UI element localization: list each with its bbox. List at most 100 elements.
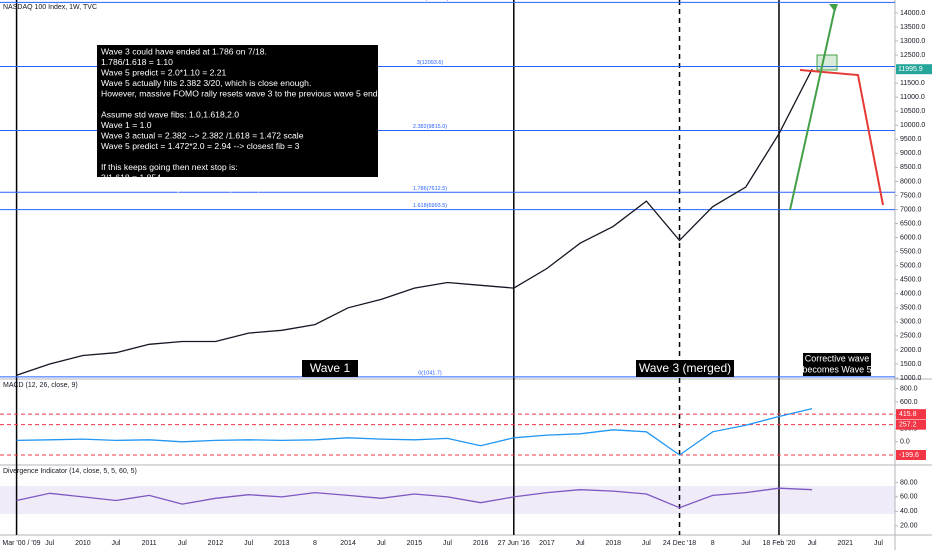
note-line: Wave 5 actually hits 2.382 3/20, which i…	[101, 78, 311, 88]
note-box	[97, 45, 378, 177]
x-tick-label: Jul	[244, 540, 253, 547]
pane-title: MACD (12, 26, close, 9)	[3, 382, 78, 389]
projection-arrow	[789, 7, 836, 211]
y-tick-label: 5000.0	[900, 263, 922, 270]
y-tick-label: 6500.0	[900, 220, 922, 227]
x-tick-label: Jul	[112, 540, 121, 547]
x-tick-label: Jul	[808, 540, 817, 547]
x-tick-label: 27 Mar '00 / '09	[0, 540, 41, 547]
x-tick-label: 2021	[837, 540, 853, 547]
fib-label: 2.382(9815.0)	[413, 124, 447, 130]
y-tick-label: 1000.0	[900, 375, 922, 382]
y-tick-label: 600.0	[900, 399, 918, 406]
y-tick-label: 10500.0	[900, 108, 925, 115]
y-tick-label: 2500.0	[900, 333, 922, 340]
note-line: 1.786/1.618 = 1.10	[101, 57, 173, 67]
note-line: Wave 3 actual = 2.382 --> 2.382 /1.618 =…	[101, 130, 304, 140]
arrow-head	[829, 4, 838, 12]
series-line	[16, 407, 813, 456]
note-line: Wave 5 predict = 1.472*2.0 = 2.94 --> cl…	[101, 141, 300, 151]
fib-label: 3(12093.6)	[417, 60, 444, 66]
pane-title: Divergence Indicator (14, close, 5, 5, 6…	[3, 468, 137, 475]
y-tick-label: 1500.0	[900, 361, 922, 368]
fib-label: 0(1041.7)	[418, 370, 442, 376]
y-tick-label: 800.0	[900, 385, 918, 392]
fib-label: 1.618(14374.3)	[411, 0, 448, 2]
tag-label: 415.8	[899, 411, 917, 418]
x-tick-label: 2016	[473, 540, 489, 547]
y-tick-label: 20.00	[900, 523, 918, 530]
y-tick-label: 4000.0	[900, 291, 922, 298]
x-tick-label: Jul	[874, 540, 883, 547]
y-tick-label: 9500.0	[900, 136, 922, 143]
header: NASDAQ 100 Index, 1W, TVC	[3, 4, 97, 11]
y-tick-label: 14000.0	[900, 10, 925, 17]
y-tick-label: 3500.0	[900, 305, 922, 312]
y-tick-label: 8000.0	[900, 178, 922, 185]
note-line: If this keeps going then next stop is:	[101, 162, 238, 172]
y-tick-label: 4500.0	[900, 277, 922, 284]
note-line: However, massive FOMO rally resets wave …	[101, 88, 380, 98]
y-tick-label: 8500.0	[900, 164, 922, 171]
fib-label: 1.786(7612.5)	[413, 186, 447, 192]
y-tick-label: 7000.0	[900, 206, 922, 213]
tag-box	[896, 450, 926, 461]
y-tick-label: 13500.0	[900, 24, 925, 31]
target-box	[816, 54, 838, 71]
label-box	[803, 353, 871, 376]
y-tick-label: 7500.0	[900, 192, 922, 199]
x-tick-label: Jul	[741, 540, 750, 547]
x-tick-label: 2014	[340, 540, 356, 547]
x-tick-label: 2012	[208, 540, 224, 547]
tag-box	[896, 419, 926, 430]
y-tick-label: 6000.0	[900, 234, 922, 241]
note: Wave 3 could have ended at 1.786 on 7/18…	[101, 46, 380, 193]
y-tick-label: 9000.0	[900, 150, 922, 157]
note-line: Wave 3 could have ended at 1.786 on 7/18…	[101, 46, 267, 56]
x-tick-label: Jul	[178, 540, 187, 547]
wave-label: Corrective wave	[805, 353, 870, 363]
x-tick-label: 18 Feb '20	[763, 540, 796, 547]
price-tag-label: 11995.9	[898, 66, 923, 73]
x-tick-label: Jul	[377, 540, 386, 547]
y-tick-label: 0.0	[900, 439, 910, 446]
x-tick-label: Jul	[642, 540, 651, 547]
x-tick-label: 24 Dec '18	[663, 540, 696, 547]
x-tick-label: 2011	[142, 540, 157, 547]
wave-label: becomes Wave 5	[802, 364, 871, 374]
x-tick-label: Jul	[443, 540, 452, 547]
x-tick-label: 27 Jun '16	[498, 540, 530, 547]
price-tag	[896, 64, 932, 75]
y-tick-label: 10000.0	[900, 122, 925, 129]
x-tick-label: 8	[711, 540, 715, 547]
note-line: Wave 5 predict = 2.0*1.10 = 2.21	[101, 67, 227, 77]
y-tick-label: 40.00	[900, 508, 918, 515]
y-tick-label: 2000.0	[900, 347, 922, 354]
tag-label: -199.6	[899, 452, 919, 459]
tag-box	[896, 409, 926, 420]
series-line	[16, 487, 813, 509]
note-line: Assume std wave fibs: 1.0,1.618,2.0	[101, 109, 239, 119]
tag-label: 257.2	[899, 422, 917, 429]
y-tick-label: 12500.0	[900, 52, 925, 59]
x-tick-label: 8	[313, 540, 317, 547]
y-tick-label: 13000.0	[900, 38, 925, 45]
x-tick-label: Jul	[576, 540, 585, 547]
note-line: Wave 1 = 1.0	[101, 120, 152, 130]
label-box	[302, 360, 358, 377]
x-tick-label: Jul	[45, 540, 54, 547]
x-tick-label: 2018	[605, 540, 621, 547]
y-tick-label: 11000.0	[900, 94, 925, 101]
fib-label: 1.618(6993.5)	[413, 203, 447, 209]
projection	[799, 69, 884, 206]
label-box	[636, 360, 734, 377]
x-tick-label: 2010	[75, 540, 91, 547]
y-tick-label: 5500.0	[900, 248, 922, 255]
x-tick-label: 2013	[274, 540, 290, 547]
y-tick-label: 60.00	[900, 494, 918, 501]
y-tick-label: 3000.0	[900, 319, 922, 326]
x-tick-label: 2017	[539, 540, 555, 547]
note-line: 2*1.854 = 3.7 -> maybe fib 3.618 (14,374…	[101, 183, 261, 193]
y-tick-label: 80.00	[900, 479, 918, 486]
